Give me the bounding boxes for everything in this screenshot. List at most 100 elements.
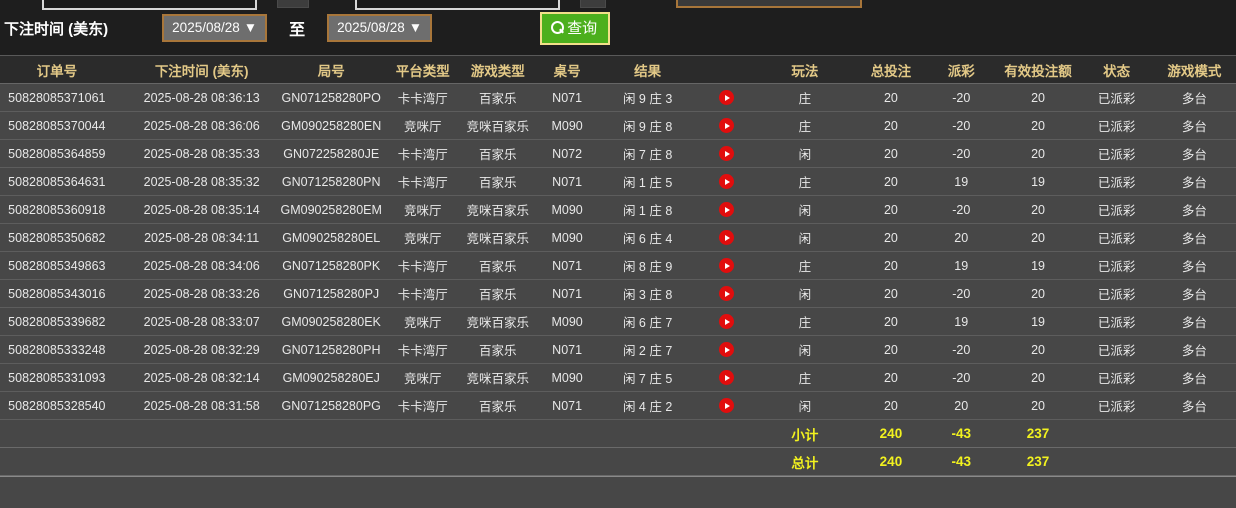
- date-to-value: 2025/08/28: [337, 20, 405, 35]
- play-circle-icon[interactable]: [718, 90, 734, 106]
- cell-round-no: GN071258280PG: [281, 398, 381, 413]
- column-header-round-no[interactable]: 局号: [317, 63, 345, 79]
- play-circle-icon[interactable]: [718, 342, 734, 358]
- result-replay-cell[interactable]: [698, 314, 755, 330]
- column-header-play[interactable]: 玩法: [791, 63, 819, 79]
- cell-play: 闲: [798, 400, 812, 414]
- column-header-order-no[interactable]: 订单号: [36, 63, 78, 79]
- table-row[interactable]: 50828085339682 2025-08-28 08:33:07 GM09025…: [0, 308, 1236, 336]
- play-circle-icon[interactable]: [718, 202, 734, 218]
- cell-platform-type: 竞咪厅: [404, 232, 442, 246]
- result-replay-cell[interactable]: [698, 398, 755, 414]
- play-circle-icon[interactable]: [718, 370, 734, 386]
- cell-round-no: GM090258280EK: [281, 314, 381, 329]
- partial-text-input-2[interactable]: [355, 0, 560, 10]
- result-replay-cell[interactable]: [698, 118, 755, 134]
- column-header-valid-bet[interactable]: 有效投注额: [1004, 63, 1072, 79]
- table-row[interactable]: 50828085364859 2025-08-28 08:35:33 GN07225…: [0, 140, 1236, 168]
- column-header-platform-type[interactable]: 平台类型: [395, 63, 450, 79]
- cell-valid-bet: 19: [1031, 258, 1045, 273]
- table-row[interactable]: 50828085370044 2025-08-28 08:36:06 GM09025…: [0, 112, 1236, 140]
- column-header-table-no[interactable]: 桌号: [553, 63, 581, 79]
- result-replay-cell[interactable]: [698, 90, 755, 106]
- result-replay-cell[interactable]: [698, 370, 755, 386]
- cell-platform-type: 卡卡湾厅: [397, 400, 448, 414]
- result-replay-cell[interactable]: [698, 286, 755, 302]
- grandtotal-valid-bet: 237: [1026, 454, 1050, 469]
- cell-valid-bet: 20: [1031, 202, 1045, 217]
- cell-platform-type: 竞咪厅: [404, 120, 442, 134]
- query-button[interactable]: 查询: [540, 11, 611, 45]
- bet-records-table: 订单号 下注时间 (美东) 局号 平台类型 游戏类型 桌号 结果 玩法 总投注 …: [0, 55, 1236, 508]
- cell-game-type: 竞咪百家乐: [466, 372, 529, 386]
- cell-game-type: 竞咪百家乐: [466, 204, 529, 218]
- partial-button-2[interactable]: [580, 0, 606, 8]
- cell-round-no: GN072258280JE: [283, 146, 380, 161]
- play-circle-icon[interactable]: [718, 146, 734, 162]
- cell-payout: 19: [954, 314, 969, 329]
- result-replay-cell[interactable]: [698, 174, 755, 190]
- table-row[interactable]: 50828085350682 2025-08-28 08:34:11 GM09025…: [0, 224, 1236, 252]
- cell-status: 已派彩: [1097, 288, 1136, 302]
- cell-game-type: 竞咪百家乐: [466, 232, 529, 246]
- cell-total-bet: 20: [883, 146, 898, 161]
- cell-payout: -20: [952, 118, 971, 133]
- play-circle-icon[interactable]: [718, 174, 734, 190]
- cell-game-mode: 多台: [1181, 288, 1207, 302]
- table-row[interactable]: 50828085333248 2025-08-28 08:32:29 GN07125…: [0, 336, 1236, 364]
- table-row[interactable]: 50828085364631 2025-08-28 08:35:32 GN07125…: [0, 168, 1236, 196]
- chevron-down-icon: ▼: [408, 20, 423, 35]
- cell-valid-bet: 20: [1031, 370, 1045, 385]
- table-footer-strip: [0, 476, 1236, 508]
- cell-table-no: N072: [552, 146, 583, 161]
- column-header-total-bet[interactable]: 总投注: [870, 63, 912, 79]
- table-row[interactable]: 50828085343016 2025-08-28 08:33:26 GN07125…: [0, 280, 1236, 308]
- result-replay-cell[interactable]: [698, 202, 755, 218]
- cell-order-no: 50828085333248: [8, 342, 106, 357]
- cell-platform-type: 卡卡湾厅: [397, 344, 448, 358]
- column-header-game-mode[interactable]: 游戏模式: [1167, 63, 1222, 79]
- cell-status: 已派彩: [1097, 148, 1136, 162]
- table-row[interactable]: 50828085360918 2025-08-28 08:35:14 GM09025…: [0, 196, 1236, 224]
- column-header-result[interactable]: 结果: [634, 63, 662, 79]
- play-circle-icon[interactable]: [718, 398, 734, 414]
- cell-round-no: GM090258280EM: [280, 202, 382, 217]
- play-circle-icon[interactable]: [718, 258, 734, 274]
- cell-bet-time: 2025-08-28 08:35:14: [143, 202, 260, 217]
- result-replay-cell[interactable]: [698, 146, 755, 162]
- partial-select-box[interactable]: [676, 0, 862, 8]
- play-circle-icon[interactable]: [718, 286, 734, 302]
- column-header-payout[interactable]: 派彩: [947, 63, 975, 79]
- table-row[interactable]: 50828085331093 2025-08-28 08:32:14 GM09025…: [0, 364, 1236, 392]
- date-from-picker[interactable]: 2025/08/28 ▼: [162, 14, 268, 42]
- date-from-value: 2025/08/28: [172, 20, 240, 35]
- result-replay-cell[interactable]: [698, 230, 755, 246]
- cell-status: 已派彩: [1097, 92, 1136, 106]
- cell-game-mode: 多台: [1181, 260, 1207, 274]
- partial-button-1[interactable]: [277, 0, 309, 8]
- table-row[interactable]: 50828085349863 2025-08-28 08:34:06 GN07125…: [0, 252, 1236, 280]
- partial-text-input-1[interactable]: [42, 0, 257, 10]
- cell-total-bet: 20: [883, 90, 898, 105]
- subtotal-total-bet: 240: [879, 426, 903, 441]
- cell-play: 闲: [798, 232, 812, 246]
- cell-table-no: N071: [552, 258, 583, 273]
- cell-platform-type: 卡卡湾厅: [397, 92, 448, 106]
- result-replay-cell[interactable]: [698, 342, 755, 358]
- cell-table-no: N071: [552, 174, 583, 189]
- column-header-bet-time[interactable]: 下注时间 (美东): [154, 63, 249, 79]
- cell-valid-bet: 20: [1031, 146, 1045, 161]
- table-row[interactable]: 50828085328540 2025-08-28 08:31:58 GN07125…: [0, 392, 1236, 420]
- column-header-game-type[interactable]: 游戏类型: [470, 63, 525, 79]
- result-replay-cell[interactable]: [698, 258, 755, 274]
- column-header-status[interactable]: 状态: [1103, 63, 1131, 79]
- table-row[interactable]: 50828085371061 2025-08-28 08:36:13 GN07125…: [0, 84, 1236, 112]
- cell-result: 闲 7 庄 8: [622, 148, 673, 162]
- cell-valid-bet: 20: [1031, 118, 1045, 133]
- play-circle-icon[interactable]: [718, 230, 734, 246]
- play-circle-icon[interactable]: [718, 118, 734, 134]
- play-circle-icon[interactable]: [718, 314, 734, 330]
- date-to-picker[interactable]: 2025/08/28 ▼: [327, 14, 433, 42]
- cell-result: 闲 2 庄 7: [622, 344, 673, 358]
- cell-table-no: M090: [551, 202, 583, 217]
